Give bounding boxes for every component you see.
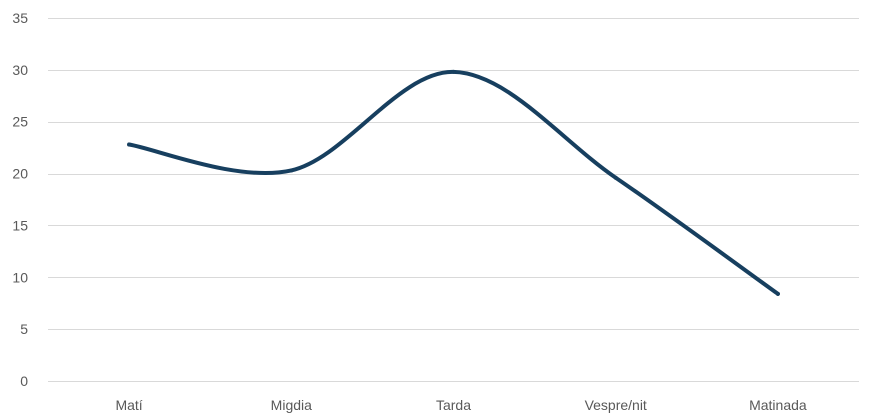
y-tick-label: 0 [20,373,28,389]
y-tick-label: 30 [12,62,28,78]
data-point-2 [451,69,456,74]
x-tick-label: Matinada [749,397,807,413]
series-line-0 [127,69,780,296]
y-axis-tick-labels: 0 5 10 15 20 25 30 35 [12,10,28,389]
x-tick-label: Tarda [436,397,471,413]
y-tick-label: 20 [12,166,28,182]
data-point-1 [289,168,294,173]
x-axis-tick-labels: Matí Migdia Tarda Vespre/nit Matinada [115,397,806,413]
y-tick-label: 15 [12,217,28,233]
data-point-4 [775,291,780,296]
y-tick-label: 10 [12,269,28,285]
y-tick-label: 35 [12,10,28,26]
x-tick-label: Matí [115,397,142,413]
y-tick-label: 5 [20,321,28,337]
x-tick-label: Migdia [271,397,312,413]
gridlines [48,18,859,382]
series-group [127,69,780,296]
x-tick-label: Vespre/nit [585,397,647,413]
data-point-0 [127,142,132,147]
y-tick-label: 25 [12,114,28,130]
data-point-3 [613,175,618,180]
